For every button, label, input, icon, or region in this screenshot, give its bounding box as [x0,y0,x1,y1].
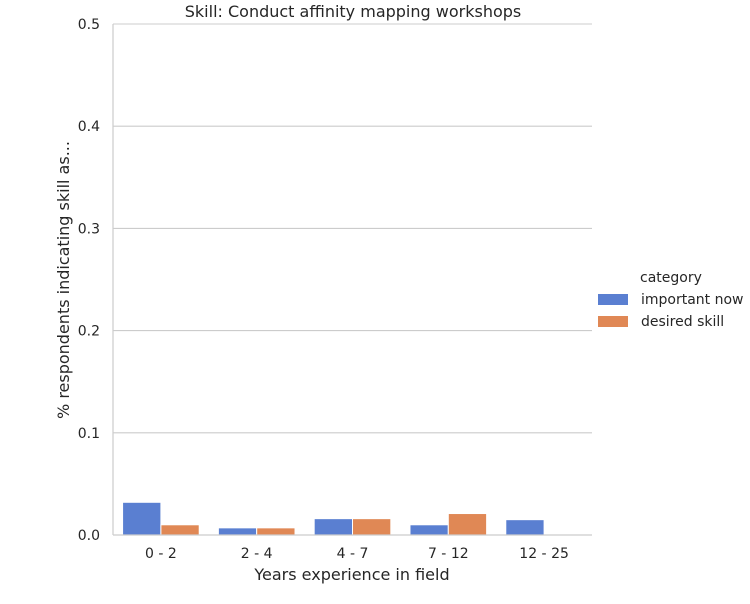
legend-label: important now [641,292,744,308]
bar-desired-skill [352,518,392,536]
legend-swatch [598,294,628,305]
y-tick-label: 0.1 [78,426,100,442]
grid-lines [113,23,592,434]
y-tick-label: 0.3 [78,221,100,237]
legend: category important now desired skill [598,270,744,330]
y-tick-labels: 0.0 0.1 0.2 0.3 0.4 0.5 [78,17,100,544]
y-tick-label: 0.4 [78,119,100,135]
bars [122,501,545,536]
x-tick-label: 2 - 4 [241,546,273,562]
bar-desired-skill [160,524,200,536]
x-tick-label: 12 - 25 [519,546,569,562]
bar-important-now [313,518,353,536]
bar-important-now [409,524,449,536]
x-tick-labels: 0 - 2 2 - 4 4 - 7 7 - 12 12 - 25 [145,546,569,562]
bar-important-now [122,501,162,536]
bar-desired-skill [256,527,296,536]
chart-title: Skill: Conduct affinity mapping workshop… [185,2,521,21]
axes [112,24,592,536]
x-tick-label: 7 - 12 [428,546,469,562]
y-tick-label: 0.0 [78,528,100,544]
legend-label: desired skill [641,314,724,330]
x-axis-label: Years experience in field [253,565,449,584]
legend-swatch [598,316,628,327]
x-tick-label: 4 - 7 [337,546,369,562]
legend-title: category [640,270,702,286]
y-axis-label: % respondents indicating skill as... [54,141,73,419]
bar-important-now [505,519,545,536]
y-tick-label: 0.5 [78,17,100,33]
x-tick-label: 0 - 2 [145,546,177,562]
bar-important-now [217,527,258,536]
y-tick-label: 0.2 [78,324,100,340]
bar-desired-skill [447,513,488,536]
